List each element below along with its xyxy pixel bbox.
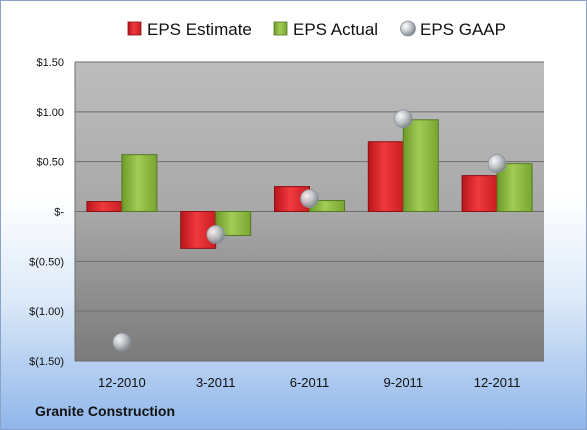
y-tick-label: $- [54,207,64,219]
x-tick-label: 12-2010 [98,375,146,390]
bar-eps-actual [121,154,158,213]
x-tick-label: 6-2011 [290,375,330,390]
marker-eps-gaap [300,189,319,208]
x-tick-label: 12-2011 [474,375,521,390]
x-tick-label: 9-2011 [384,375,424,390]
legend-label: EPS Estimate [147,20,252,39]
bar-eps-actual [496,163,533,213]
legend-swatch [273,21,288,36]
y-tick-label: $1.00 [36,107,64,119]
marker-eps-gaap [206,225,226,244]
y-tick-label: $0.50 [36,157,64,169]
legend-label: EPS GAAP [420,20,506,39]
bar-eps-estimate [461,175,498,212]
legend-label: EPS Actual [293,20,378,39]
y-tick-label: $(1.00) [29,306,64,318]
y-tick-label: $1.50 [36,57,64,69]
y-tick-label: $(0.50) [29,256,64,268]
legend-swatch [400,20,416,37]
y-tick-label: $(1.50) [29,356,64,368]
bar-eps-actual [215,211,252,236]
bar-eps-estimate [86,201,123,213]
marker-eps-gaap [487,154,507,174]
x-tick-label: 3-2011 [196,375,236,390]
company-name: Granite Construction [35,403,176,419]
bar-eps-actual [402,119,439,212]
marker-eps-gaap [393,109,413,129]
marker-eps-gaap [112,332,132,352]
bar-eps-estimate [367,141,404,213]
legend-swatch [127,21,142,36]
